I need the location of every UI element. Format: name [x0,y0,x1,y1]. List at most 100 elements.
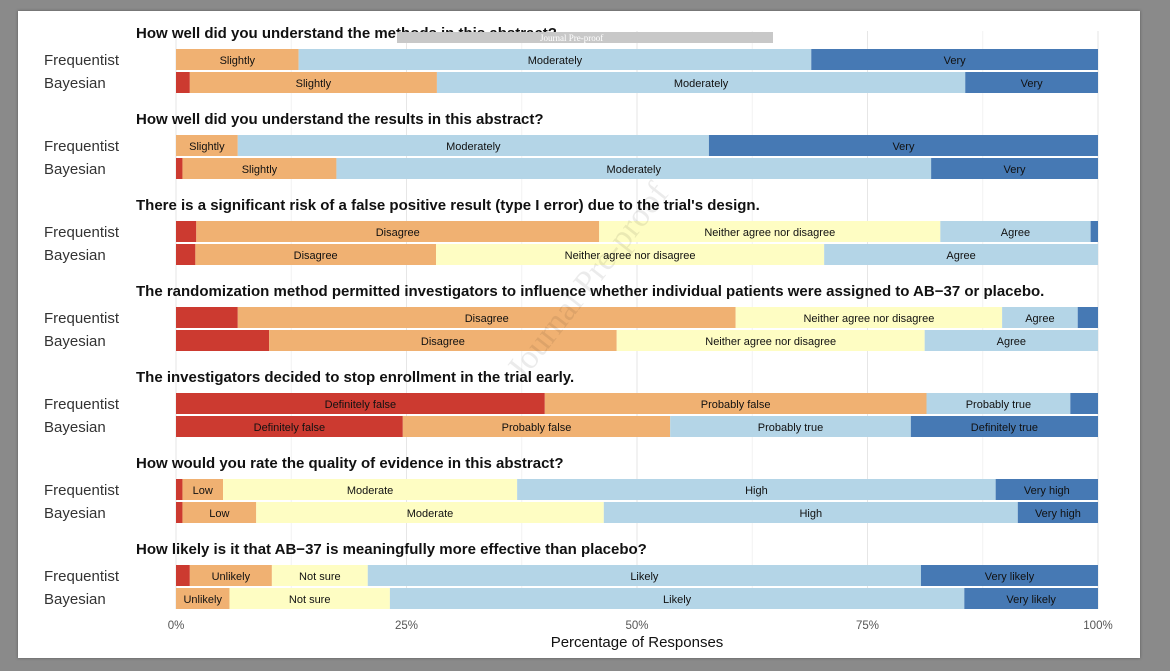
segment-label: High [799,508,822,520]
row-label: Bayesian [44,247,106,264]
bar-segment [926,393,1071,414]
segment-label: Likely [630,571,659,583]
bar-segment [1002,307,1078,328]
segment-label: Very [1004,164,1027,176]
bar-segment [176,72,190,93]
bar-segment [298,49,812,70]
segment-label: Agree [1025,313,1054,325]
segment-label: Moderately [446,141,501,153]
question-title: How likely is it that AB−37 is meaningfu… [136,541,647,558]
segment-label: Disagree [465,313,509,325]
bar-segment [176,307,238,328]
bars [176,49,1098,609]
bar-segment [544,393,927,414]
row-label: Frequentist [44,568,120,585]
bar-segment [924,330,1098,351]
segment-label: Agree [946,250,975,262]
bar-segment [189,565,272,586]
x-tick-label: 75% [856,620,879,632]
segment-label: High [745,485,768,497]
bar-segment [182,158,337,179]
segment-label: Very high [1024,485,1070,497]
bar-segment [964,588,1098,609]
bar-segment [176,135,238,156]
bar-segment [1070,393,1098,414]
segment-label: Very likely [1006,594,1056,606]
segment-label: Agree [1001,227,1030,239]
bar-segment [367,565,921,586]
bar-segment [995,479,1098,500]
bar-segment [176,221,197,242]
segment-label: Moderately [607,164,662,176]
bar-segment [223,479,518,500]
bar-segment [616,330,925,351]
segment-label: Very [892,141,915,153]
bar-segment [965,72,1098,93]
bar-segment [1077,307,1098,328]
segment-label: Probably false [701,399,771,411]
segment-label: Slightly [242,164,278,176]
bar-segment [910,416,1098,437]
bar-segment [1017,502,1098,523]
x-axis: 0% 25% 50% 75% 100% Percentage of Responses [168,620,1113,651]
bar-segment [389,588,965,609]
bar-segment [176,244,196,265]
row-label: Bayesian [44,333,106,350]
bar-segment [402,416,671,437]
bar-segment [229,588,390,609]
segment-label: Definitely false [254,422,326,434]
bar-segment [189,72,437,93]
row-label: Bayesian [44,505,106,522]
row-label: Frequentist [44,482,120,499]
bar-segment [256,502,604,523]
watermark-banner [397,32,773,43]
segment-label: Moderately [674,78,729,90]
likert-stacked-bar-chart: How well did you understand the methods … [44,25,1113,651]
segment-label: Neither agree nor disagree [704,227,835,239]
row-label: Frequentist [44,52,120,69]
bar-segment [196,221,600,242]
row-label: Bayesian [44,75,106,92]
segment-label: Moderate [407,508,453,520]
bar-segment [176,565,190,586]
segment-label: Unlikely [183,594,222,606]
bar-segment [1090,221,1098,242]
labels: How well did you understand the methods … [44,25,1081,608]
bar-segment [176,588,230,609]
bar-segment [436,244,825,265]
segment-label: Disagree [421,336,465,348]
segment-label: Neither agree nor disagree [705,336,836,348]
bar-segment [824,244,1098,265]
segment-label: Very high [1035,508,1081,520]
bar-segment [176,158,183,179]
segment-label: Not sure [299,571,341,583]
bar-segment [182,502,257,523]
bar-segment [269,330,617,351]
x-tick-label: 25% [395,620,418,632]
bar-segment [599,221,941,242]
segment-label: Moderately [528,55,583,67]
segment-label: Agree [997,336,1026,348]
row-label: Bayesian [44,419,106,436]
x-tick-label: 50% [625,620,648,632]
row-label: Frequentist [44,138,120,155]
segment-label: Low [209,508,229,520]
bar-segment [603,502,1018,523]
bar-segment [182,479,224,500]
bar-segment [176,502,183,523]
bar-segment [237,135,709,156]
bar-segment [436,72,966,93]
segment-label: Not sure [289,594,331,606]
bar-segment [176,479,183,500]
bar-segment [517,479,996,500]
bar-segment [735,307,1003,328]
watermark-banner-text: Journal Pre-proof [540,33,603,43]
segment-label: Very [944,55,967,67]
bar-segment [271,565,368,586]
bar-segment [176,393,545,414]
segment-label: Low [193,485,213,497]
question-title: There is a significant risk of a false p… [136,197,760,214]
row-label: Bayesian [44,161,106,178]
segment-label: Very likely [985,571,1035,583]
bar-segment [670,416,911,437]
